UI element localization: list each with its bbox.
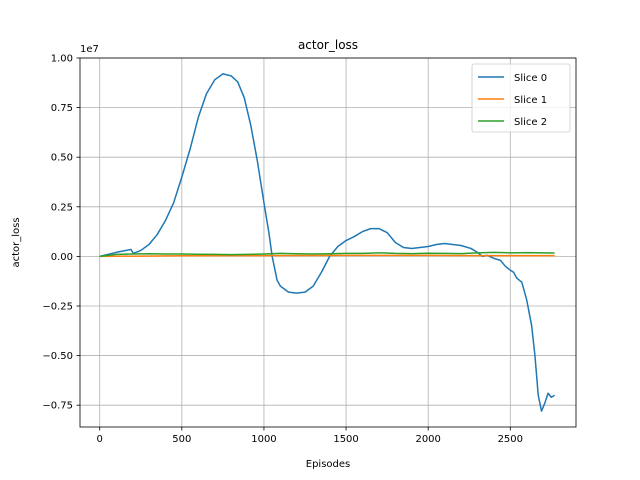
x-tick-label: 1500 [333,434,358,445]
series-line-slice-2 [99,251,555,258]
legend-box [471,63,571,133]
x-tick-label: 2000 [415,434,440,445]
y-tick-label: −0.50 [42,351,73,362]
y-tick-label: −0.75 [42,401,73,412]
x-axis-ticks: 0 500 1000 1500 2000 2500 [97,427,523,445]
x-axis-label: Episodes [306,459,350,470]
series-lines [99,73,556,412]
x-tick-label: 0 [97,434,103,445]
series-line-slice-0 [99,73,556,412]
legend-label-slice-0: Slice 0 [514,73,547,84]
axes-frame [79,57,577,428]
legend-label-slice-1: Slice 1 [514,95,547,106]
y-tick-label: 0.75 [51,103,73,114]
y-axis-ticks: −0.75 −0.50 −0.25 0.00 0.25 0.50 0.75 1.00 [42,54,80,412]
x-tick-label: 2500 [498,434,523,445]
chart-title: actor_loss [298,38,358,52]
x-tick-label: 500 [172,434,191,445]
y-tick-label: −0.25 [42,301,73,312]
y-axis-label: actor_loss [11,217,22,267]
y-tick-label: 1.00 [51,54,73,65]
x-tick-label: 1000 [251,434,276,445]
legend-label-slice-2: Slice 2 [514,117,547,128]
y-axis-offset-label: 1e7 [80,44,99,55]
legend: Slice 0 Slice 1 Slice 2 [471,63,571,133]
y-tick-label: 0.50 [51,153,73,164]
y-tick-label: 0.25 [51,202,73,213]
y-tick-label: 0.00 [51,252,73,263]
series-line-slice-1 [99,254,555,258]
